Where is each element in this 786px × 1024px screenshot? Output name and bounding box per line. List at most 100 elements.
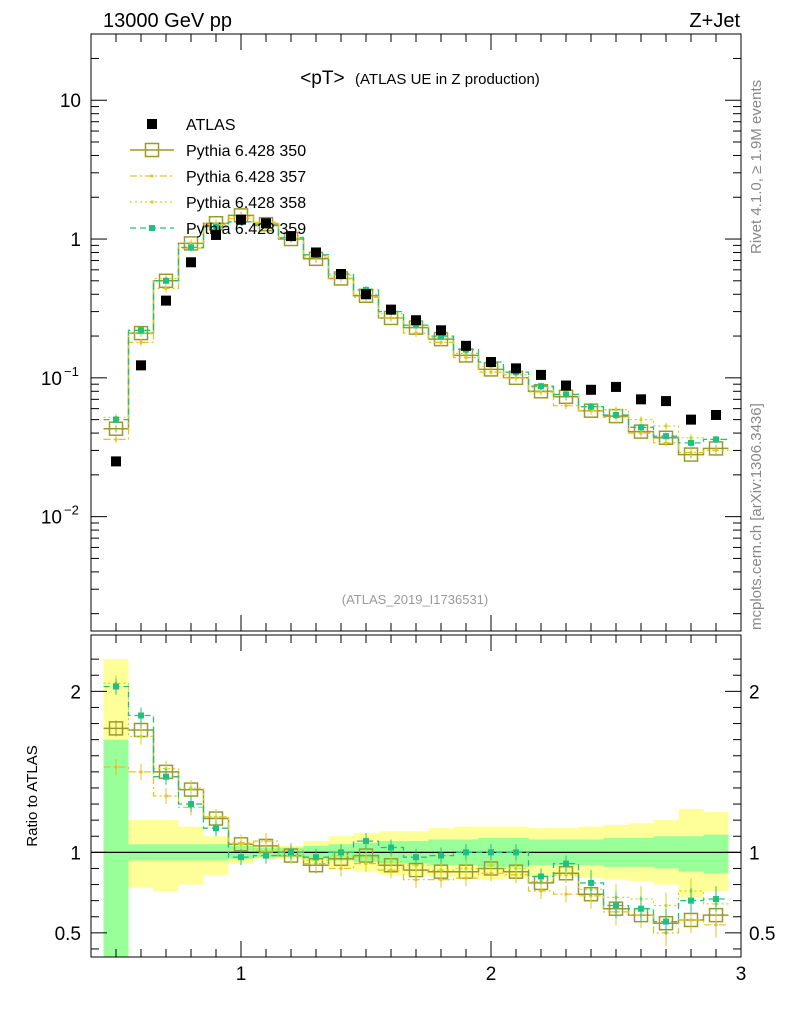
ratio-series-2-point (164, 794, 168, 798)
ratio-series-3-point (564, 873, 568, 877)
main-title-variable: <pT> (300, 68, 344, 89)
main-y-tick-label: 1 (70, 230, 81, 251)
main-title: <pT> (ATLAS UE in Z production) (300, 68, 540, 89)
atlas-data-point (186, 257, 196, 268)
atlas-data-point (686, 414, 696, 425)
ratio-series-2-point (264, 839, 268, 843)
ratio-series-3-point (239, 842, 243, 846)
atlas-data-point (136, 360, 146, 371)
ratio-series-4-point (613, 902, 619, 909)
ratio-series-4-point (563, 860, 569, 867)
ratio-y-tick-label-right: 2 (749, 682, 760, 703)
x-tick-label: 3 (736, 964, 747, 985)
main-series-3-point (614, 408, 618, 412)
mcplots-source-label: mcplots.cern.ch [arXiv:1306.3436] (748, 403, 765, 630)
legend-label: ATLAS (186, 117, 236, 134)
main-series-3-point (689, 436, 693, 440)
ratio-series-4-point (288, 849, 294, 856)
x-ticks: 1 2 3 (115, 635, 747, 985)
ratio-series-4 (103, 678, 729, 935)
ratio-series-2-point (689, 918, 693, 922)
main-series-2-point (589, 409, 593, 413)
ratio-series-4-point (688, 897, 694, 904)
ratio-y-ticks: 2 2 1 1 0.5 0.5 (55, 658, 775, 950)
atlas-data-point (486, 357, 496, 368)
ratio-series-4-point (438, 852, 444, 859)
legend-swatch-marker (150, 174, 154, 178)
ratio-series-4-point (338, 849, 344, 856)
main-series-2-point (114, 437, 118, 442)
legend-label: Pythia 6.428 350 (186, 143, 306, 160)
ratio-y-axis-label: Ratio to ATLAS (24, 745, 41, 846)
main-series-4-point (188, 244, 194, 251)
ratio-series-2-point (539, 889, 543, 893)
analysis-id: (ATLAS_2019_I1736531) (342, 592, 488, 607)
ratio-series-2-point (714, 923, 718, 927)
main-series-2-point (139, 340, 143, 345)
ratio-series-4-point (138, 712, 144, 719)
ratio-series-3-point (439, 868, 443, 872)
main-series-4-point (588, 403, 594, 410)
ratio-series-4-point (463, 849, 469, 856)
band-green (703, 834, 729, 874)
atlas-data-point (436, 325, 446, 336)
ratio-series-3-point (664, 903, 668, 908)
atlas-data-point (536, 369, 546, 380)
main-series-4-point (688, 439, 694, 446)
ratio-series-4-point (488, 849, 494, 856)
ratio-y-tick-label-left: 2 (70, 682, 81, 703)
ratio-series-2-point (114, 765, 118, 769)
main-series-3-point (189, 241, 193, 245)
ratio-series-3-point (364, 855, 368, 859)
ratio-series-4-point (188, 801, 194, 808)
main-series-2-point (714, 448, 718, 453)
rivet-version-label: Rivet 4.1.0, ≥ 1.9M events (748, 80, 765, 254)
main-y-tick-exponent: −2 (64, 503, 79, 518)
main-series-4-point (638, 424, 644, 431)
ratio-series-2-point (414, 878, 418, 882)
atlas-data-point (511, 363, 521, 374)
atlas-data-point (311, 247, 321, 258)
ratio-y-tick-label-right: 0.5 (749, 924, 775, 945)
main-series-2-point (539, 390, 543, 394)
x-tick-label: 1 (236, 964, 247, 985)
main-series-2 (103, 215, 729, 457)
main-series-2-point (389, 316, 393, 320)
ratio-series-4-point (663, 918, 669, 925)
ratio-series-3-point (514, 866, 518, 871)
ratio-y-tick-label-left: 1 (70, 843, 81, 864)
atlas-data-point (586, 384, 596, 395)
main-plot-area (103, 208, 729, 467)
ratio-series-3-point (489, 863, 493, 867)
legend-item: Pythia 6.428 350 (130, 142, 306, 160)
legend-item: Pythia 6.428 358 (130, 195, 306, 212)
atlas-data-point (111, 456, 121, 467)
ratio-series-2-point (564, 892, 568, 896)
legend-swatch-marker (149, 225, 155, 231)
atlas-data (111, 214, 721, 467)
ratio-series-4-point (413, 854, 419, 861)
main-series-2-point (414, 331, 418, 335)
main-series-4-point (538, 383, 544, 390)
ratio-series-4-point (588, 879, 594, 886)
atlas-data-point (561, 380, 571, 391)
main-series-2-point (689, 450, 693, 455)
main-y-tick-label: 10 (60, 91, 81, 112)
main-y-tick-label: 10 (41, 508, 62, 529)
ratio-y-tick-label-right: 1 (749, 843, 760, 864)
atlas-data-point (711, 409, 721, 420)
legend-swatch-atlas (147, 119, 157, 129)
atlas-data-point (386, 304, 396, 315)
ratio-series-4-point (638, 905, 644, 912)
legend: ATLAS Pythia 6.428 350 Pythia 6.428 357 Pyt… (130, 117, 306, 238)
ratio-series-3-point (214, 815, 218, 819)
ratio-panel: 2 2 1 1 0.5 0.5 1 2 3 Ratio to ATLAS (24, 634, 775, 985)
band-green (678, 836, 704, 872)
legend-label: Pythia 6.428 357 (186, 169, 306, 186)
ratio-series-2-point (439, 878, 443, 882)
ratio-series-4-point (213, 825, 219, 832)
ratio-series-2-line (103, 766, 729, 934)
atlas-data-point (611, 381, 621, 392)
ratio-series-4-point (238, 854, 244, 861)
